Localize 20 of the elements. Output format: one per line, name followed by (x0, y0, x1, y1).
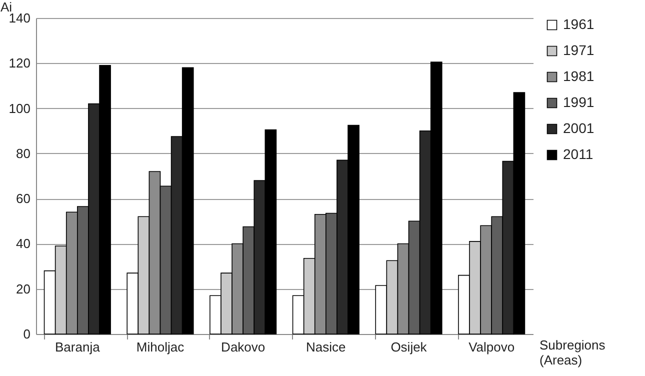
y-tick-label: 80 (16, 146, 30, 161)
y-tick-label: 60 (16, 191, 30, 206)
legend-label: 2001 (563, 120, 594, 136)
x-tick-label: Dakovo (221, 340, 266, 354)
legend-label: 2011 (563, 146, 594, 162)
legend-label: 1981 (563, 68, 594, 84)
x-tick-label: Osijek (390, 340, 428, 354)
legend-label: 1991 (563, 94, 594, 110)
y-tick-label: 120 (8, 56, 30, 71)
x-tick-label: Baranja (55, 340, 101, 354)
y-tick-label: 100 (8, 100, 30, 116)
x-tick-label: Miholjac (136, 340, 185, 354)
x-axis-title: Subregions (Areas) (540, 338, 606, 368)
x-tick-label: Nasice (306, 340, 346, 354)
legend-label: 1971 (563, 42, 594, 58)
y-tick-label: 40 (16, 236, 30, 252)
x-tick-label: Valpovo (468, 340, 515, 354)
legend-label: 1961 (563, 16, 594, 32)
y-tick-label: 0 (23, 326, 30, 342)
y-tick-label: 20 (16, 281, 30, 296)
